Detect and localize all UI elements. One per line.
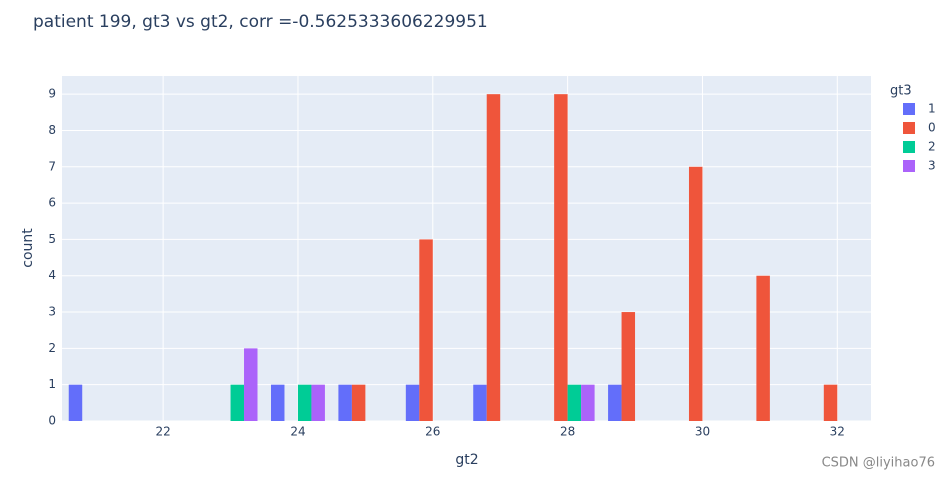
y-tick-label: 2: [48, 341, 56, 355]
bar: [297, 384, 312, 421]
legend-label: 3: [928, 159, 936, 173]
legend-swatch: [903, 122, 915, 134]
y-tick-label: 0: [48, 414, 56, 428]
chart-title: patient 199, gt3 vs gt2, corr =-0.562533…: [33, 12, 488, 32]
y-tick-label: 5: [48, 232, 56, 246]
bar: [823, 384, 838, 421]
y-tick-label: 7: [48, 159, 56, 173]
bar: [230, 384, 245, 421]
bar: [473, 384, 487, 421]
bar: [621, 312, 636, 421]
y-tick-label: 3: [48, 305, 56, 319]
x-tick-label: 32: [830, 425, 845, 439]
bar: [554, 94, 568, 421]
bar: [419, 239, 433, 421]
bar: [351, 384, 366, 421]
legend-swatch: [903, 160, 915, 172]
bar: [486, 94, 501, 421]
bar: [756, 275, 770, 421]
bar: [567, 384, 582, 421]
bar: [608, 384, 622, 421]
y-tick-label: 1: [48, 377, 56, 391]
y-tick-label: 9: [48, 87, 56, 101]
bar: [688, 166, 703, 421]
bar: [311, 384, 325, 421]
x-tick-label: 30: [695, 425, 710, 439]
y-tick-label: 8: [48, 123, 56, 137]
legend-label: 0: [928, 121, 936, 135]
bar: [581, 384, 595, 421]
legend-swatch: [903, 103, 915, 115]
legend-title: gt3: [890, 84, 912, 99]
x-tick-label: 24: [290, 425, 305, 439]
bar: [338, 384, 352, 421]
bar: [270, 384, 285, 421]
x-axis-title: gt2: [455, 452, 478, 468]
x-tick-label: 26: [425, 425, 440, 439]
bar: [68, 384, 83, 421]
y-axis-title: count: [20, 228, 36, 268]
legend-label: 2: [928, 140, 936, 154]
x-tick-label: 22: [155, 425, 170, 439]
x-tick-label: 28: [560, 425, 575, 439]
plot-area: [62, 76, 871, 421]
bar: [244, 348, 258, 421]
watermark: CSDN @liyihao76: [822, 456, 935, 471]
y-tick-label: 4: [48, 268, 56, 282]
y-tick-label: 6: [48, 196, 56, 210]
legend-label: 1: [928, 102, 936, 116]
legend-swatch: [903, 141, 915, 153]
bar: [405, 384, 420, 421]
